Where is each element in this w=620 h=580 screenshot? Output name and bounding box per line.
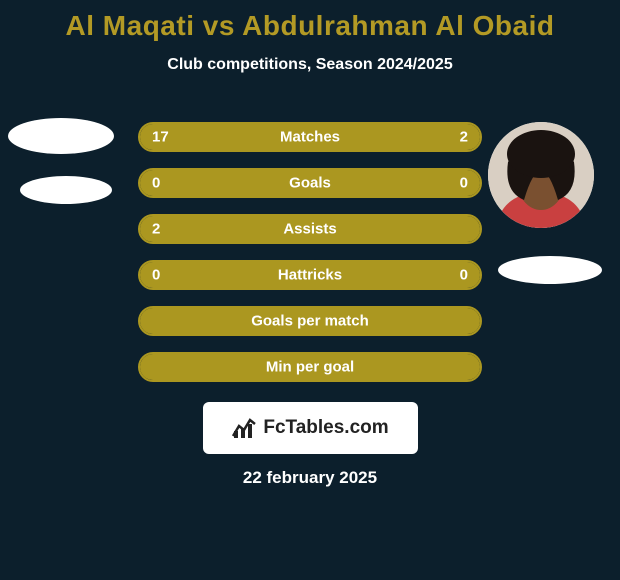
player-photo-icon [488,122,594,228]
stat-row: 0 0 Hattricks [138,260,482,290]
stat-right-value: 2 [460,129,468,146]
stat-row: 2 Assists [138,214,482,244]
stat-rows: 17 2 Matches 0 0 Goals 2 Assists 0 0 Hattricks Goal… [138,122,482,398]
stat-label: Min per goal [266,359,354,376]
stat-row: Min per goal [138,352,482,382]
stat-row: Goals per match [138,306,482,336]
player-left-avatar [8,118,114,154]
stat-row: 17 2 Matches [138,122,482,152]
player-right-club-badge [498,256,602,284]
player-right-avatar [488,122,594,228]
subtitle: Club competitions, Season 2024/2025 [0,56,620,74]
stat-left-value: 0 [152,175,160,192]
stat-left-value: 2 [152,221,160,238]
fctables-logo[interactable]: FcTables.com [203,402,418,454]
stat-label: Hattricks [278,267,342,284]
stat-label: Matches [280,129,340,146]
footer-date: 22 february 2025 [0,468,620,488]
stat-row: 0 0 Goals [138,168,482,198]
stat-label: Assists [283,221,336,238]
page-title: Al Maqati vs Abdulrahman Al Obaid [0,0,620,42]
stat-label: Goals [289,175,331,192]
chart-icon [231,416,257,440]
stat-label: Goals per match [251,313,369,330]
stat-right-value: 0 [460,175,468,192]
logo-text: FcTables.com [263,417,388,439]
comparison-card: Al Maqati vs Abdulrahman Al Obaid Club c… [0,0,620,580]
stat-left-value: 17 [152,129,169,146]
stat-left-value: 0 [152,267,160,284]
stat-right-value: 0 [460,267,468,284]
player-left-club-badge [20,176,112,204]
